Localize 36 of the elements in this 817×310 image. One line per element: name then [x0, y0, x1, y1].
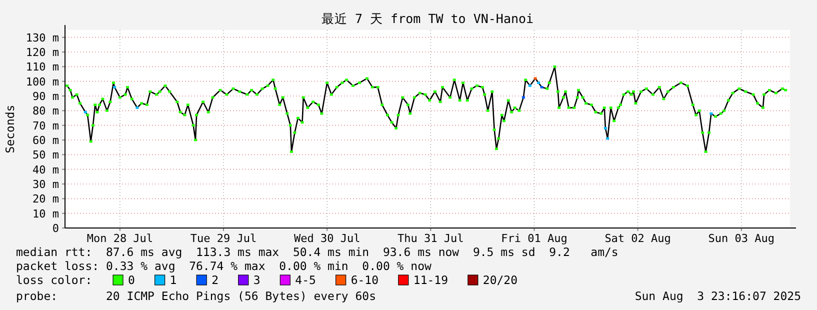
y-tick-label: 30 m: [32, 178, 60, 191]
legend-label: 20/20: [482, 273, 518, 287]
x-tick-label: Sat 02 Aug: [604, 232, 671, 245]
x-tick-label: Wed 30 Jul: [294, 232, 360, 245]
legend-label: 4-5: [295, 273, 316, 287]
y-tick-label: 10 m: [32, 207, 60, 220]
legend-label: 6-10: [350, 273, 379, 287]
y-tick-label: 100 m: [26, 75, 60, 88]
legend-label: 11-19: [413, 273, 448, 287]
x-tick-label: Sun 03 Aug: [708, 232, 774, 245]
y-tick-label: 70 m: [32, 119, 60, 132]
legend-label: 0: [128, 273, 136, 287]
y-tick-label: 90 m: [32, 90, 60, 103]
chart-title: 最近 7 天 from TW to VN-Hanoi: [321, 11, 534, 26]
legend-label: 3: [253, 273, 260, 287]
x-tick-label: Mon 28 Jul: [86, 232, 154, 245]
x-tick-label: Thu 31 Jul: [398, 232, 464, 245]
y-tick-label: 80 m: [32, 104, 60, 118]
y-tick-label: 110 m: [26, 60, 60, 74]
y-tick-label: 130 m: [26, 31, 60, 44]
y-axis-title: Seconds: [3, 104, 17, 154]
legend-title: loss color:: [16, 273, 92, 287]
y-tick-label: 50 m: [32, 148, 60, 162]
y-tick-label: 20 m: [32, 192, 60, 206]
y-tick-label: 60 m: [32, 134, 60, 147]
text: median rtt: 87.6 ms avg 113.3 ms max 50.4 ms min 93.6 ms now 9.5 ms sd 9.2 am/s: [16, 245, 618, 259]
y-tick-label: 120 m: [26, 46, 60, 59]
y-tick-label: 40 m: [32, 163, 60, 176]
legend-label: 2: [212, 273, 219, 287]
text: probe: 20 ICMP Echo Pings (56 Bytes) every 60s: [16, 289, 376, 303]
text: Sun Aug 3 23:16:07 2025: [634, 289, 801, 303]
y-tick-label: 0: [52, 222, 59, 235]
text: packet loss: 0.33 % avg 76.74 % max 0.00 % min 0.00 % now: [16, 259, 432, 273]
x-tick-label: Tue 29 Jul: [190, 232, 257, 245]
legend-label: 1: [170, 273, 177, 287]
x-tick-label: Fri 01 Aug: [501, 232, 568, 245]
